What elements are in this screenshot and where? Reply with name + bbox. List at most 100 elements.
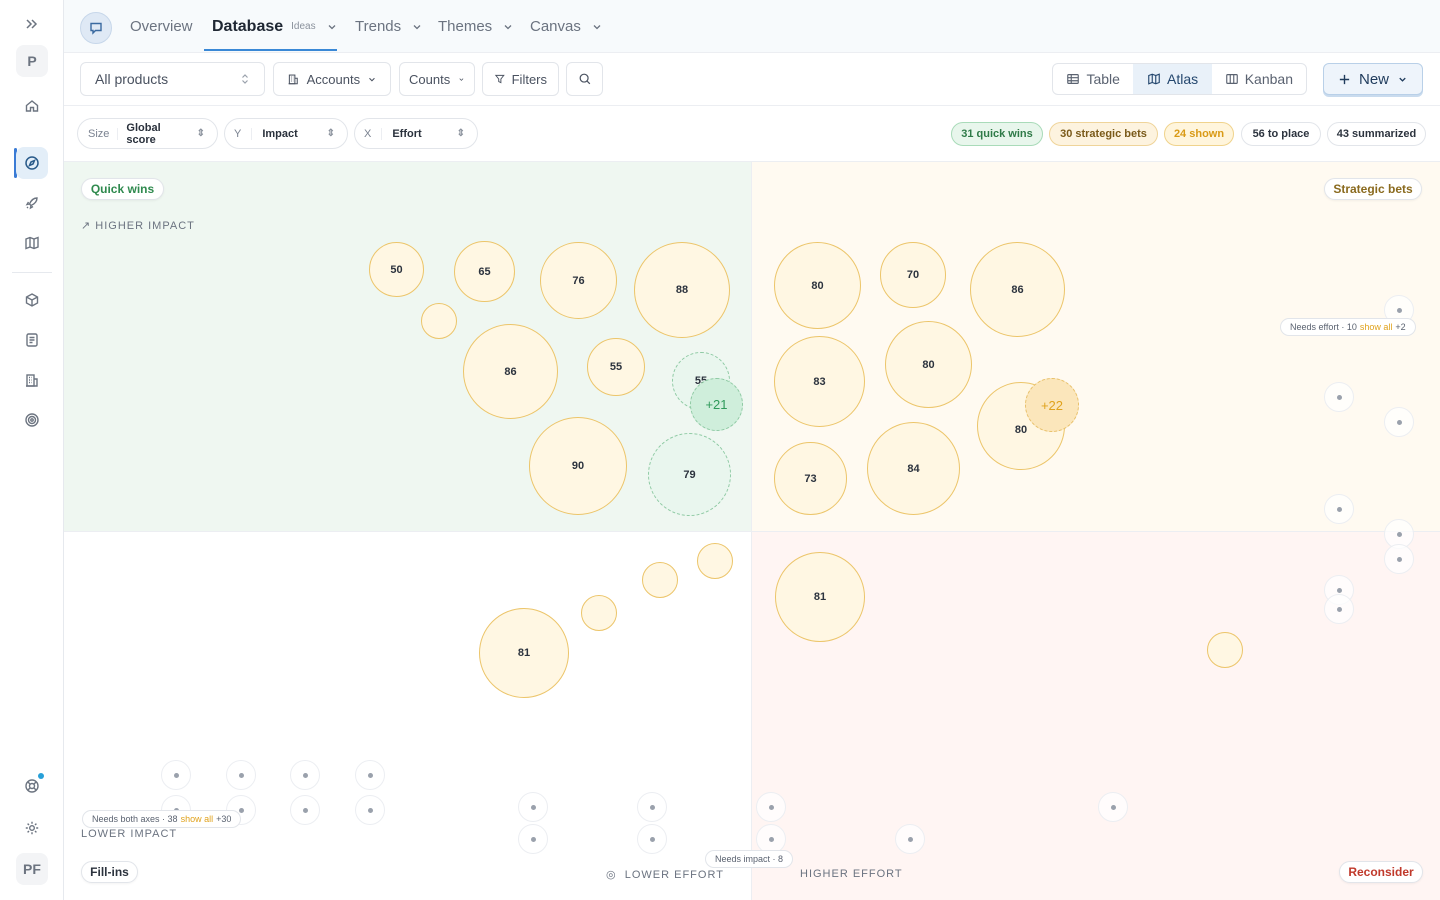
idea-bubble[interactable] (697, 543, 733, 579)
size-key: Size (88, 127, 119, 140)
idea-bubble[interactable]: 76 (540, 242, 617, 319)
atlas-canvas[interactable]: Quick wins Strategic bets Fill-ins Recon… (64, 162, 1440, 900)
unplaced-dot[interactable] (290, 760, 320, 790)
idea-bubble[interactable]: 86 (970, 242, 1065, 337)
compass-icon[interactable] (16, 147, 48, 179)
needs-impact-tag[interactable]: Needs impact · 8 (705, 850, 794, 868)
unplaced-dot[interactable] (355, 760, 385, 790)
strategic-bets-badge[interactable]: 30 strategic bets (1049, 122, 1158, 146)
higher-impact-text: HIGHER IMPACT (95, 220, 195, 232)
unplaced-dot[interactable] (1324, 382, 1354, 412)
view-table[interactable]: Table (1053, 64, 1133, 94)
counts-button[interactable]: Counts (399, 62, 475, 96)
idea-bubble[interactable]: 73 (774, 442, 847, 515)
unplaced-dot[interactable] (518, 824, 548, 854)
tab-overview[interactable]: Overview (130, 0, 193, 53)
shown-badge[interactable]: 24 shown (1164, 122, 1234, 146)
target-icon[interactable] (16, 404, 48, 436)
idea-bubble[interactable]: 80 (774, 242, 861, 329)
search-icon (579, 73, 590, 85)
product-select[interactable]: All products (80, 62, 265, 96)
idea-bubble[interactable]: 81 (479, 608, 569, 698)
show-all-link[interactable]: show all (180, 814, 214, 824)
unplaced-dot[interactable] (226, 760, 256, 790)
idea-bubble[interactable]: 65 (454, 241, 515, 302)
chevron-down-icon[interactable] (591, 21, 603, 33)
map-icon[interactable] (16, 227, 48, 259)
unplaced-dot[interactable] (355, 795, 385, 825)
needs-both-axes-tag[interactable]: Needs both axes · 38 show all +30 (82, 810, 242, 828)
view-atlas[interactable]: Atlas (1133, 64, 1212, 94)
idea-bubble[interactable]: 50 (369, 242, 424, 297)
show-all-link[interactable]: show all (1359, 322, 1393, 332)
idea-bubble[interactable]: 81 (775, 552, 865, 642)
summarized-badge[interactable]: 43 summarized (1327, 122, 1426, 146)
sort-icon: ⇕ (326, 128, 335, 139)
unplaced-dot[interactable] (290, 795, 320, 825)
rocket-icon[interactable] (16, 187, 48, 219)
x-axis-select[interactable]: X Effort ⇕ (354, 118, 478, 149)
idea-bubble[interactable]: 55 (587, 338, 645, 396)
unplaced-dot[interactable] (1384, 544, 1414, 574)
unplaced-dot[interactable] (518, 792, 548, 822)
unplaced-dot[interactable] (161, 760, 191, 790)
quick-wins-badge[interactable]: 31 quick wins (951, 122, 1043, 146)
idea-bubble[interactable]: 90 (529, 417, 627, 515)
tab-database[interactable]: Database Ideas (212, 0, 338, 53)
y-key: Y (234, 127, 253, 140)
unplaced-dot[interactable] (637, 792, 667, 822)
idea-bubble[interactable] (421, 303, 457, 339)
home-icon[interactable] (16, 90, 48, 122)
workspace-avatar[interactable]: P (16, 45, 48, 77)
search-button[interactable] (566, 62, 603, 96)
expand-icon[interactable] (16, 8, 48, 40)
tab-themes[interactable]: Themes (438, 0, 514, 53)
idea-bubble[interactable]: 83 (774, 336, 865, 427)
idea-bubble[interactable]: 84 (867, 422, 960, 515)
unplaced-dot[interactable] (637, 824, 667, 854)
needs-both-text: Needs both axes · 38 (92, 814, 178, 824)
unplaced-dot[interactable] (1098, 792, 1128, 822)
tab-trends[interactable]: Trends (355, 0, 423, 53)
idea-bubble[interactable]: 88 (634, 242, 730, 338)
unplaced-dot[interactable] (1384, 407, 1414, 437)
tab-sublabel: Ideas (291, 21, 316, 32)
unplaced-dot[interactable] (756, 824, 786, 854)
idea-bubble[interactable]: 70 (880, 242, 946, 308)
y-axis-select[interactable]: Y Impact ⇕ (224, 118, 348, 149)
unplaced-dot[interactable] (1324, 494, 1354, 524)
chevron-down-icon[interactable] (502, 21, 514, 33)
idea-bubble[interactable]: 79 (648, 433, 731, 516)
cluster-bubble[interactable]: +21 (690, 378, 743, 431)
unplaced-dot[interactable] (1324, 594, 1354, 624)
extra-count: +30 (216, 814, 232, 824)
chevron-down-icon[interactable] (411, 21, 423, 33)
needs-effort-tag[interactable]: Needs effort · 10 show all +2 (1280, 318, 1416, 336)
idea-bubble[interactable] (1207, 632, 1243, 668)
idea-bubble[interactable]: 86 (463, 324, 558, 419)
cluster-bubble[interactable]: +22 (1025, 378, 1079, 432)
unplaced-dot[interactable] (895, 824, 925, 854)
idea-bubble[interactable] (581, 595, 617, 631)
sort-icon (242, 74, 248, 84)
accounts-button[interactable]: Accounts (273, 62, 391, 96)
settings-icon[interactable] (16, 812, 48, 844)
filters-button[interactable]: Filters (482, 62, 559, 96)
help-icon[interactable] (16, 770, 48, 802)
idea-bubble[interactable]: 80 (885, 321, 972, 408)
tab-canvas[interactable]: Canvas (530, 0, 603, 53)
view-kanban[interactable]: Kanban (1212, 64, 1306, 94)
to-place-badge[interactable]: 56 to place (1241, 122, 1321, 146)
idea-bubble[interactable] (642, 562, 678, 598)
size-select[interactable]: Size Global score ⇕ (77, 118, 218, 149)
unplaced-dot[interactable] (756, 792, 786, 822)
document-icon[interactable] (16, 324, 48, 356)
building-icon[interactable] (16, 364, 48, 396)
cube-icon[interactable] (16, 284, 48, 316)
chat-icon[interactable] (80, 12, 112, 44)
strategic-bets-label: Strategic bets (1324, 178, 1422, 200)
user-avatar[interactable]: PF (16, 853, 48, 885)
higher-effort-axis-label: HIGHER EFFORT (800, 868, 903, 880)
new-button[interactable]: New (1323, 63, 1423, 95)
chevron-down-icon[interactable] (326, 21, 338, 33)
